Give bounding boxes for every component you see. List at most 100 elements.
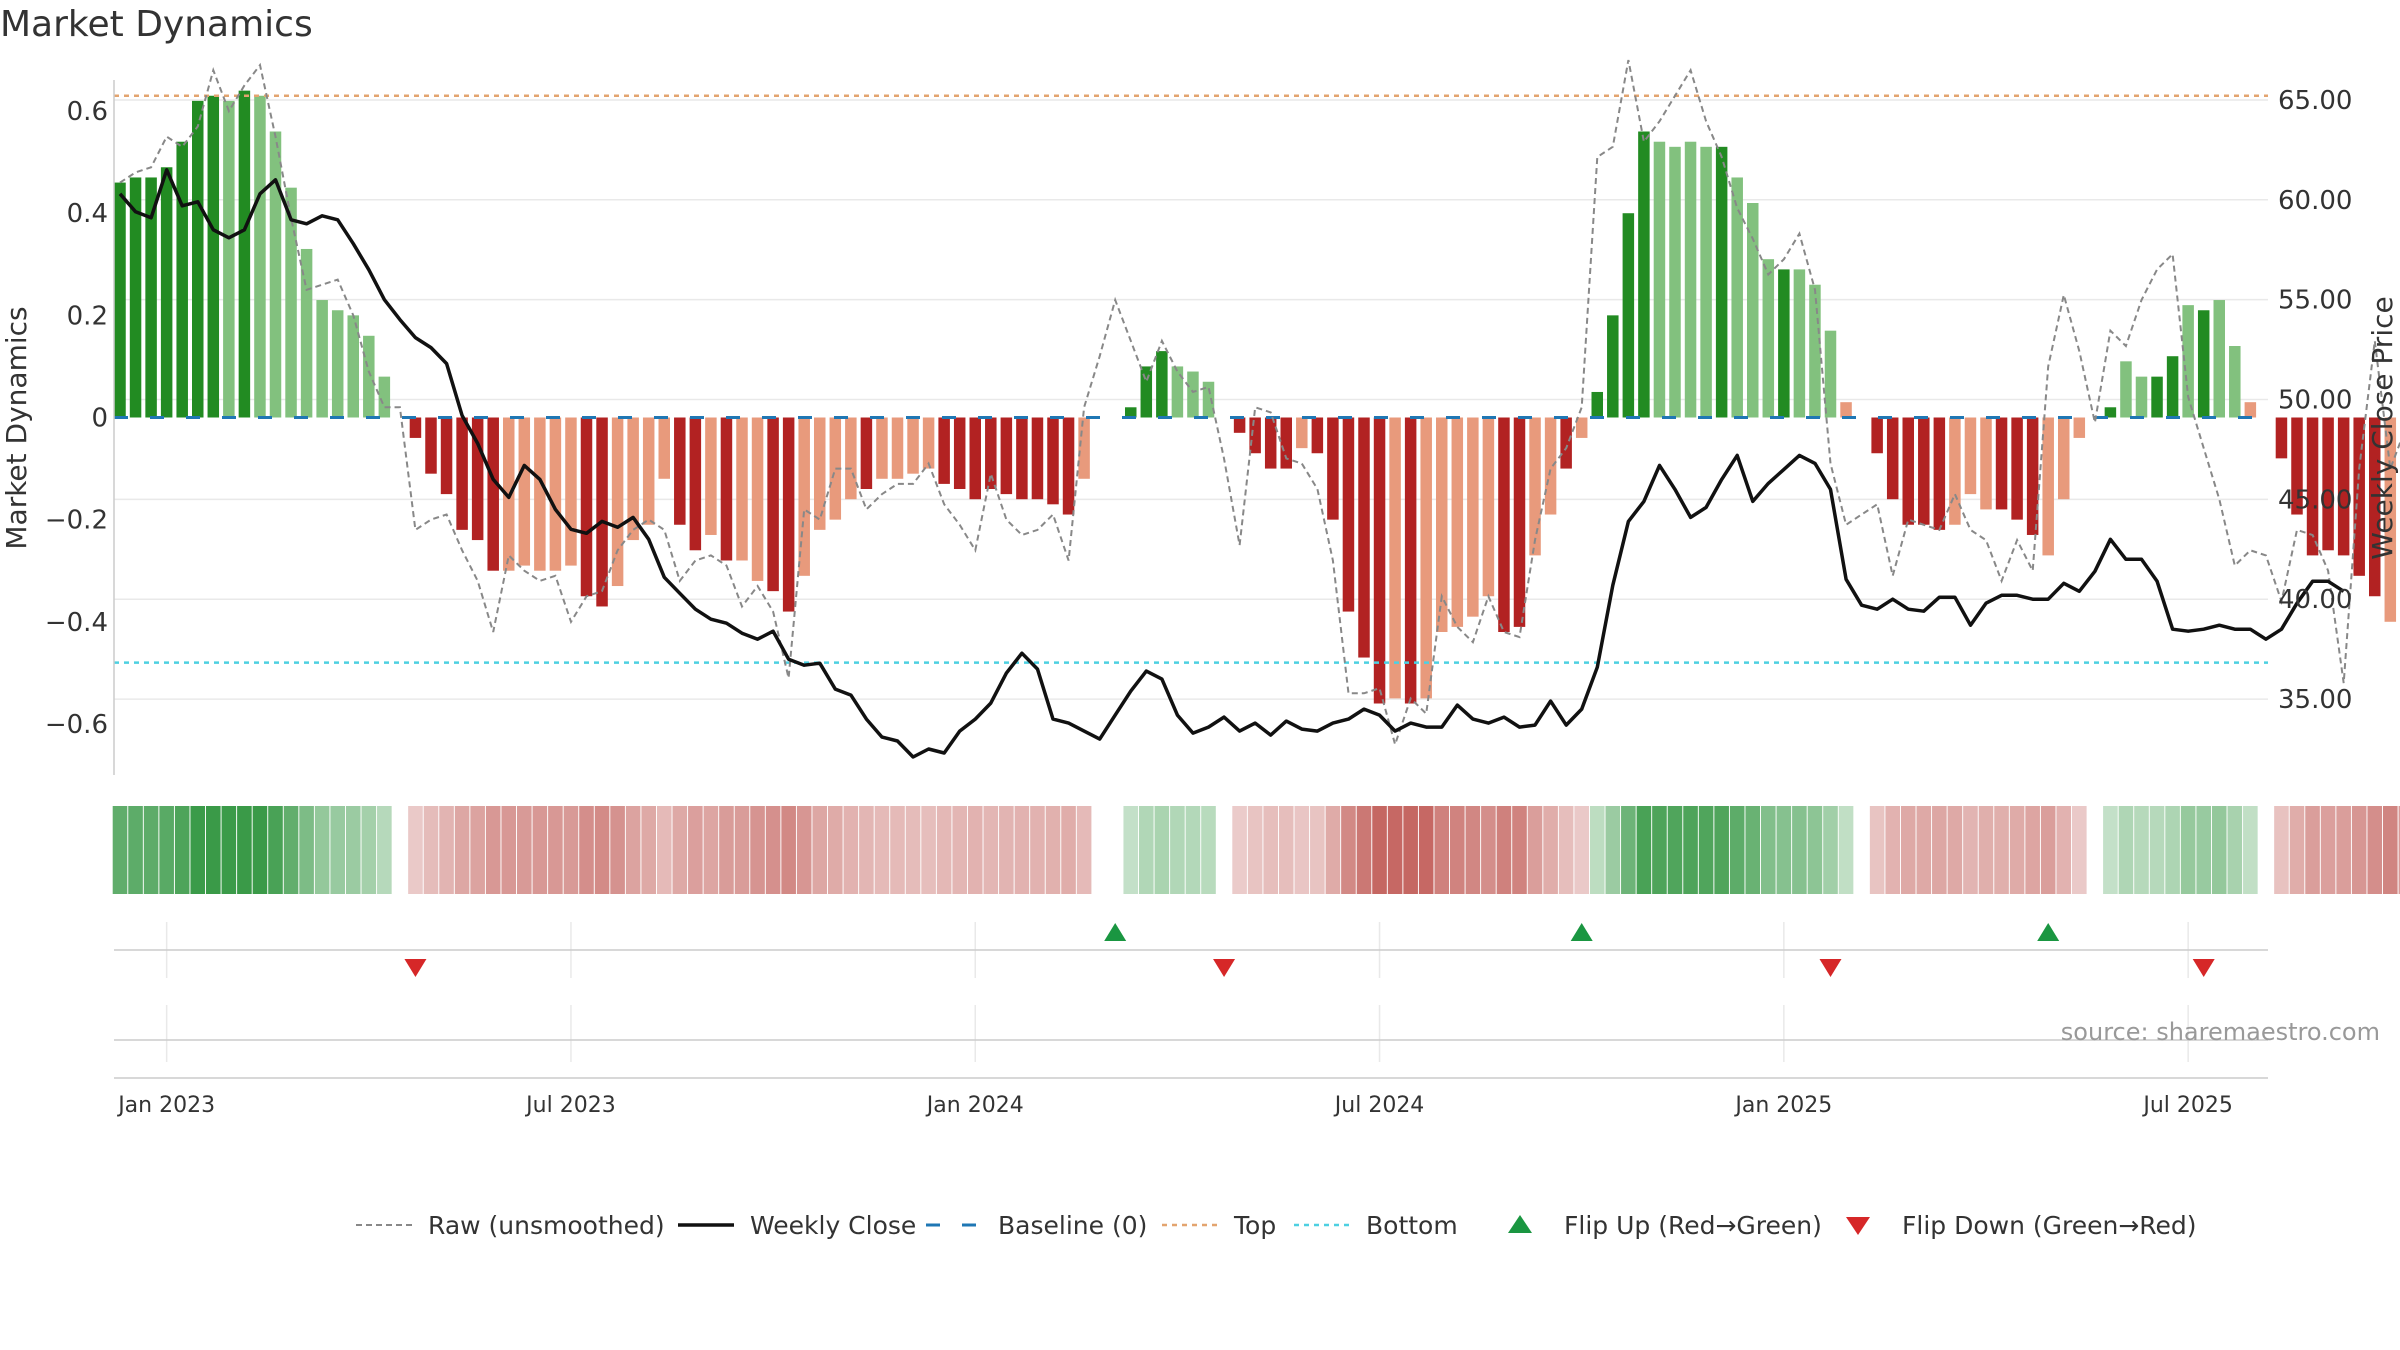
grid-layer xyxy=(114,99,2268,1062)
momentum-bar xyxy=(1264,417,1277,469)
momentum-bar xyxy=(2166,356,2179,418)
regime-cell xyxy=(1543,806,1558,894)
regime-cell xyxy=(563,806,579,894)
momentum-bar xyxy=(1995,417,2008,510)
regime-cell xyxy=(1278,806,1294,894)
momentum-bar xyxy=(627,417,639,541)
right-tick-label: 65.00 xyxy=(2278,86,2352,116)
regime-cell xyxy=(2025,806,2040,894)
regime-cell xyxy=(625,806,641,894)
regime-cell xyxy=(283,806,299,894)
regime-cell xyxy=(314,806,330,894)
momentum-bar xyxy=(1156,351,1168,418)
regime-cell xyxy=(2289,806,2305,894)
regime-cell xyxy=(2118,806,2134,894)
momentum-bar xyxy=(2151,376,2163,418)
momentum-bar xyxy=(1140,366,1153,418)
legend-item-flipdown: Flip Down (Green→Red) xyxy=(1846,1211,2197,1240)
regime-cell xyxy=(1434,806,1450,894)
momentum-bar xyxy=(456,417,468,530)
regime-cell xyxy=(1123,806,1139,894)
regime-cell xyxy=(781,806,796,894)
momentum-bar xyxy=(1125,407,1137,418)
momentum-bar xyxy=(2275,417,2288,459)
regime-cell xyxy=(2305,806,2320,894)
regime-strip xyxy=(112,806,2400,894)
momentum-bar xyxy=(969,417,981,500)
regime-cell xyxy=(1636,806,1652,894)
momentum-bar xyxy=(1078,417,1090,479)
x-tick-label: Jan 2023 xyxy=(116,1093,215,1118)
regime-cell xyxy=(967,806,983,894)
momentum-bar xyxy=(114,182,126,418)
left-tick-label: 0.2 xyxy=(67,301,108,331)
momentum-bar xyxy=(1187,371,1199,418)
momentum-bar xyxy=(285,187,297,418)
right-tick-label: 55.00 xyxy=(2278,286,2352,316)
regime-cell xyxy=(2383,806,2398,894)
regime-cell xyxy=(843,806,859,894)
x-tick-label: Jan 2024 xyxy=(925,1093,1024,1118)
regime-cell xyxy=(750,806,765,894)
regime-cell xyxy=(1900,806,1916,894)
momentum-bar xyxy=(829,417,842,520)
legend-label: Flip Down (Green→Red) xyxy=(1902,1211,2197,1240)
legend-item-raw: Raw (unsmoothed) xyxy=(356,1211,665,1240)
regime-cell xyxy=(1465,806,1481,894)
momentum-bar xyxy=(938,417,950,484)
regime-cell xyxy=(470,806,485,894)
momentum-bar xyxy=(2213,300,2225,418)
legend-item-flipup: Flip Up (Red→Green) xyxy=(1508,1211,1822,1240)
momentum-bar xyxy=(2011,417,2023,520)
regime-cell xyxy=(2243,806,2258,894)
momentum-bar xyxy=(238,90,251,418)
regime-cell xyxy=(2227,806,2243,894)
momentum-bar xyxy=(425,417,437,474)
regime-cell xyxy=(159,806,174,894)
y-axis-right-label: Weekly Close Price xyxy=(2366,296,2399,559)
x-tick-label: Jul 2025 xyxy=(2141,1093,2233,1118)
line-layer xyxy=(114,59,2400,759)
regime-cell xyxy=(921,806,936,894)
momentum-bar xyxy=(767,417,779,592)
raw-series-line xyxy=(119,59,2400,748)
momentum-bar xyxy=(2058,417,2070,500)
regime-cell xyxy=(190,806,206,894)
legend-item-close: Weekly Close xyxy=(678,1211,916,1240)
momentum-bar xyxy=(1591,391,1603,418)
regime-cell xyxy=(703,806,719,894)
momentum-bar xyxy=(160,167,173,418)
regime-cell xyxy=(361,806,377,894)
legend-item-baseline: Baseline (0) xyxy=(926,1211,1147,1240)
momentum-bar xyxy=(1871,417,1883,454)
momentum-bar xyxy=(440,417,453,495)
regime-cell xyxy=(1792,806,1807,894)
regime-cell xyxy=(859,806,874,894)
momentum-bar xyxy=(689,417,702,551)
regime-cell xyxy=(874,806,890,894)
regime-cell xyxy=(1745,806,1761,894)
regime-cell xyxy=(237,806,252,894)
regime-cell xyxy=(1652,806,1667,894)
momentum-bar xyxy=(487,417,499,571)
momentum-bar xyxy=(565,417,577,566)
left-tick-label: 0 xyxy=(91,404,108,434)
momentum-bar xyxy=(2291,417,2303,515)
regime-cell xyxy=(1729,806,1745,894)
source-credit: source: sharemaestro.com xyxy=(2061,1018,2380,1046)
regime-cell xyxy=(143,806,159,894)
momentum-bar xyxy=(254,95,266,418)
momentum-bar xyxy=(2384,417,2397,622)
momentum-bar xyxy=(1311,417,1324,454)
regime-cell xyxy=(1030,806,1045,894)
regime-cell xyxy=(1325,806,1341,894)
regime-cell xyxy=(1232,806,1247,894)
regime-cell xyxy=(765,806,781,894)
legend-item-top: Top xyxy=(1162,1211,1276,1240)
regime-cell xyxy=(221,806,237,894)
axis-layer: 0.6 0.4 0.2 0 −0.2 −0.4 −0.6 65.00 60.00 55.00 50.… xyxy=(45,80,2352,1118)
momentum-bar xyxy=(363,335,375,418)
momentum-bar xyxy=(2369,417,2381,597)
regime-cell xyxy=(454,806,470,894)
right-tick-label: 45.00 xyxy=(2278,485,2352,515)
